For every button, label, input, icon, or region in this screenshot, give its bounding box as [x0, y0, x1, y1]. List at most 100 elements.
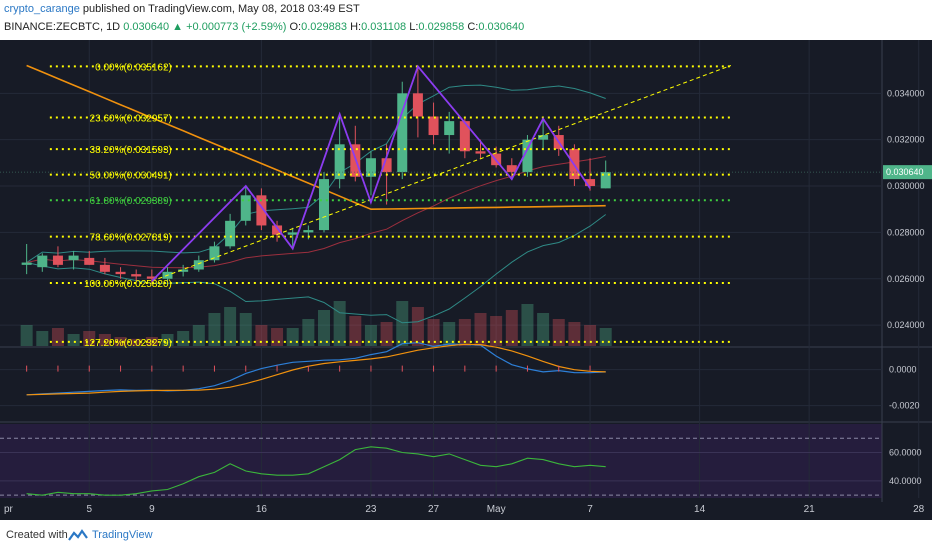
candle-body	[52, 255, 63, 265]
moving-average-line	[26, 64, 606, 211]
volume-bar	[333, 301, 346, 346]
high-label: H:	[350, 21, 362, 33]
chart-svg[interactable]: 0.00%(0.035162) 23.60%(0.032957) 38.20%(0.…	[0, 40, 932, 520]
candle-body	[365, 158, 376, 177]
author-link[interactable]: crypto_carange	[4, 3, 80, 15]
volume-bar	[584, 325, 597, 346]
candle-body	[209, 246, 220, 261]
candle-body	[428, 116, 439, 136]
ohlc-line: BINANCE:ZECBTC, 1D 0.030640 ▲ +0.000773 …	[4, 21, 524, 33]
x-tick-label: 9	[149, 504, 155, 515]
candle-body	[21, 262, 32, 265]
candle-body	[506, 165, 517, 173]
x-tick-label: 16	[256, 504, 268, 515]
candle-body	[131, 274, 142, 277]
candle-body	[475, 151, 486, 154]
x-tick-label: 14	[694, 504, 706, 515]
x-tick-label: 5	[86, 504, 92, 515]
volume-bar	[552, 319, 565, 346]
volume-bar	[364, 325, 377, 346]
fibonacci-level-label: 61.80%(0.029389)	[90, 196, 172, 207]
candle-body	[256, 195, 267, 226]
y-tick-label: 0.026000	[887, 274, 925, 284]
candle-body	[115, 271, 126, 275]
volume-bar	[36, 331, 49, 346]
x-tick-label: 21	[804, 504, 816, 515]
open-value: 0.029883	[301, 21, 347, 33]
x-tick-label: May	[487, 504, 506, 515]
candle-body	[412, 93, 423, 117]
last-price-label: 0.030640	[886, 167, 924, 177]
volume-bar	[411, 307, 424, 346]
y-tick-label: 0.030000	[887, 181, 925, 191]
volume-bar	[490, 316, 503, 346]
y-tick-label: 0.024000	[887, 320, 925, 330]
chart-area[interactable]: 0.00%(0.035162) 23.60%(0.032957) 38.20%(0.…	[0, 40, 932, 520]
tradingview-brand-link[interactable]: TradingView	[92, 529, 153, 541]
volume-bar	[286, 328, 299, 346]
rsi-pane-background	[0, 424, 882, 498]
rsi-tick-label: 60.0000	[889, 447, 922, 457]
y-tick-label: 0.028000	[887, 227, 925, 237]
fibonacci-level-label: 23.60%(0.032957)	[90, 113, 172, 124]
published-text: published on TradingView.com, May 08, 20…	[82, 3, 360, 15]
chart-header: crypto_carange published on TradingView.…	[0, 0, 932, 40]
volume-bar	[443, 322, 456, 346]
bollinger-lower-line	[26, 214, 606, 324]
macd-line	[26, 342, 606, 396]
candle-body	[178, 269, 189, 272]
volume-bar	[208, 313, 221, 346]
high-value: 0.031108	[361, 21, 407, 33]
candle-body	[334, 144, 345, 180]
candle-body	[68, 255, 79, 261]
open-label: O:	[289, 21, 302, 33]
candle-body	[225, 220, 236, 247]
bollinger-upper-line	[26, 84, 606, 263]
volume-bar	[224, 307, 237, 346]
candle-body	[146, 276, 157, 279]
candle-body	[99, 264, 110, 272]
publish-line: crypto_carange published on TradingView.…	[4, 3, 360, 15]
volume-bar	[20, 325, 33, 346]
candle-body	[600, 172, 611, 189]
macd-signal-line	[26, 343, 606, 396]
change-value: +0.000773 (+2.59%)	[186, 21, 287, 33]
candle-body	[193, 260, 204, 270]
close-label: C:	[467, 21, 479, 33]
volume-bar	[161, 334, 174, 346]
volume-bar	[349, 316, 362, 346]
volume-bar	[177, 331, 190, 346]
created-with-label: Created with	[6, 529, 68, 541]
volume-bar	[271, 328, 284, 346]
candle-body	[37, 255, 48, 268]
candle-body	[84, 257, 95, 265]
volume-bar	[396, 301, 409, 346]
volume-bar	[114, 337, 127, 346]
candle-body	[240, 195, 251, 221]
fibonacci-level-label: 38.20%(0.031593)	[90, 145, 172, 156]
candle-body	[287, 232, 298, 235]
volume-bar	[255, 325, 268, 346]
volume-bar	[318, 310, 330, 346]
volume-bar	[192, 325, 205, 346]
macd-tick-label: -0.0020	[889, 401, 920, 411]
chart-footer: Created with TradingView	[0, 520, 932, 550]
candle-body	[272, 225, 283, 235]
volume-bar	[458, 319, 471, 346]
fibonacci-level-label: 78.60%(0.027819)	[90, 233, 172, 244]
volume-bar	[67, 334, 80, 346]
x-tick-label: 27	[428, 504, 440, 515]
volume-bar	[98, 334, 111, 346]
candle-body	[538, 135, 549, 140]
tradingview-logo-icon[interactable]	[68, 528, 88, 542]
volume-bar	[239, 313, 252, 346]
volume-bar	[505, 310, 518, 346]
volume-bar	[380, 322, 393, 346]
y-tick-label: 0.034000	[887, 88, 925, 98]
fibonacci-level-label: 100.00%(0.025820)	[84, 279, 172, 290]
candle-body	[444, 121, 455, 136]
close-value: 0.030640	[123, 21, 170, 33]
harmonic-pattern-zigzag	[151, 64, 591, 282]
last-price-marker	[883, 165, 932, 180]
x-tick-label: 23	[365, 504, 377, 515]
